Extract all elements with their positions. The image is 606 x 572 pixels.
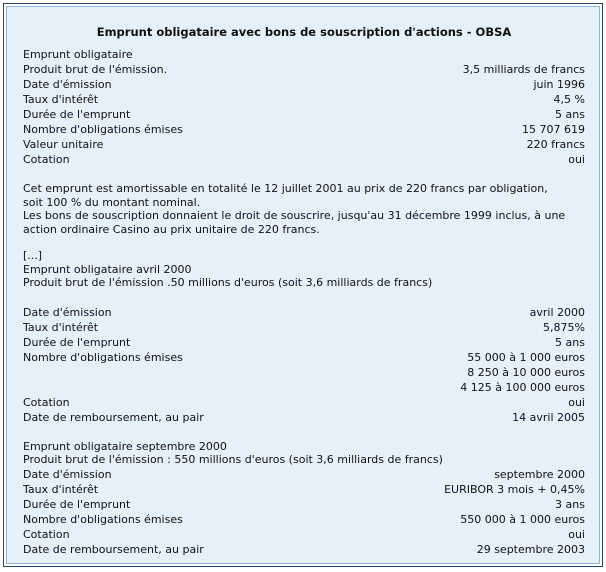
row-label: Durée de l'emprunt: [23, 335, 131, 349]
data-row: Nombre d'obligations émises 550 000 à 1 0…: [23, 512, 585, 527]
row-value: 550 000 à 1 000 euros: [460, 512, 585, 526]
data-row: Date de remboursement, au pair 29 septemb…: [23, 542, 585, 557]
row-label: Cotation: [23, 395, 70, 409]
data-row: 8 250 à 10 000 euros: [23, 365, 585, 380]
row-value: 3 ans: [555, 497, 585, 511]
row-label: Date d'émission: [23, 78, 112, 91]
data-row: Date d'émission avril 2000: [23, 305, 585, 320]
data-row: Date d'émission septembre 2000: [23, 467, 585, 482]
row-label: Durée de l'emprunt: [23, 108, 131, 121]
data-row: Cotation oui: [23, 395, 585, 410]
data-row: Durée de l'emprunt 5 ans: [23, 107, 585, 122]
row-value: oui: [568, 395, 585, 409]
row-label: Taux d'intérêt: [23, 320, 99, 334]
data-row: Durée de l'emprunt 3 ans: [23, 497, 585, 512]
document-content: Emprunt obligataire avec bons de souscri…: [23, 7, 585, 557]
row-label: Produit brut de l'émission.: [23, 63, 168, 76]
ellipsis: [...]: [23, 249, 43, 262]
row-label: Nombre d'obligations émises: [23, 512, 183, 526]
data-row: Nombre d'obligations émises 15 707 619: [23, 122, 585, 137]
heading-text: Emprunt obligataire: [23, 48, 133, 61]
data-row: Cotation oui: [23, 527, 585, 542]
row-label: Valeur unitaire: [23, 138, 104, 151]
section-heading: Emprunt obligataire avril 2000: [23, 262, 192, 276]
row-value: 14 avril 2005: [512, 410, 585, 424]
row-label: Nombre d'obligations émises: [23, 123, 183, 136]
row-value: 5,875%: [543, 320, 585, 334]
row-label: Cotation: [23, 527, 70, 541]
paragraph-line: soit 100 % du montant nominal.: [23, 195, 201, 209]
row-value: oui: [568, 527, 585, 541]
row-label: Date de remboursement, au pair: [23, 410, 204, 424]
data-row: Valeur unitaire 220 francs: [23, 137, 585, 152]
row-value: EURIBOR 3 mois + 0,45%: [444, 482, 585, 496]
data-row: 4 125 à 100 000 euros: [23, 380, 585, 395]
data-row: Taux d'intérêt 5,875%: [23, 320, 585, 335]
section-heading: Emprunt obligataire septembre 2000: [23, 439, 227, 453]
data-row: Cotation oui: [23, 152, 585, 167]
section-heading: Emprunt obligataire: [23, 47, 585, 62]
row-value: 4,5 %: [553, 93, 585, 106]
paragraph-line: Les bons de souscription donnaient le dr…: [23, 209, 566, 222]
row-value: avril 2000: [529, 305, 585, 319]
data-row: Durée de l'emprunt 5 ans: [23, 335, 585, 350]
row-value: 29 septembre 2003: [476, 542, 585, 556]
row-label: Cotation: [23, 153, 70, 166]
data-row: Date de remboursement, au pair 14 avril 2…: [23, 410, 585, 425]
row-label: Date d'émission: [23, 305, 112, 319]
data-row: Produit brut de l'émission. 3,5 milliards…: [23, 62, 585, 77]
row-label: Taux d'intérêt: [23, 93, 99, 106]
row-value: 220 francs: [526, 138, 585, 151]
data-row: Nombre d'obligations émises 55 000 à 1 00…: [23, 350, 585, 365]
row-value: 5 ans: [555, 108, 585, 121]
row-value: 5 ans: [555, 335, 585, 349]
document-frame: Emprunt obligataire avec bons de souscri…: [3, 3, 603, 567]
row-label: Durée de l'emprunt: [23, 497, 131, 511]
paragraph-line: action ordinaire Casino au prix unitaire…: [23, 222, 320, 236]
section-subheading: Produit brut de l'émission : 550 million…: [23, 453, 443, 466]
document-panel: Emprunt obligataire avec bons de souscri…: [6, 6, 600, 564]
row-label: Date de remboursement, au pair: [23, 542, 204, 556]
row-value: 8 250 à 10 000 euros: [467, 365, 585, 379]
row-value: 55 000 à 1 000 euros: [467, 350, 585, 364]
paragraph-line: Cet emprunt est amortissable en totalité…: [23, 182, 548, 195]
row-value: septembre 2000: [494, 467, 585, 481]
data-row: Taux d'intérêt 4,5 %: [23, 92, 585, 107]
row-label: Taux d'intérêt: [23, 482, 99, 496]
row-value: oui: [568, 153, 585, 166]
row-value: 3,5 milliards de francs: [462, 63, 585, 76]
page-title: Emprunt obligataire avec bons de souscri…: [96, 25, 512, 39]
data-row: Date d'émission juin 1996: [23, 77, 585, 92]
row-label: Date d'émission: [23, 467, 112, 481]
data-row: Taux d'intérêt EURIBOR 3 mois + 0,45%: [23, 482, 585, 497]
row-label: Nombre d'obligations émises: [23, 350, 183, 364]
section-subheading: Produit brut de l'émission .50 millions …: [23, 276, 433, 289]
row-value: 15 707 619: [522, 123, 585, 136]
row-value: juin 1996: [533, 78, 585, 91]
row-value: 4 125 à 100 000 euros: [460, 380, 585, 394]
